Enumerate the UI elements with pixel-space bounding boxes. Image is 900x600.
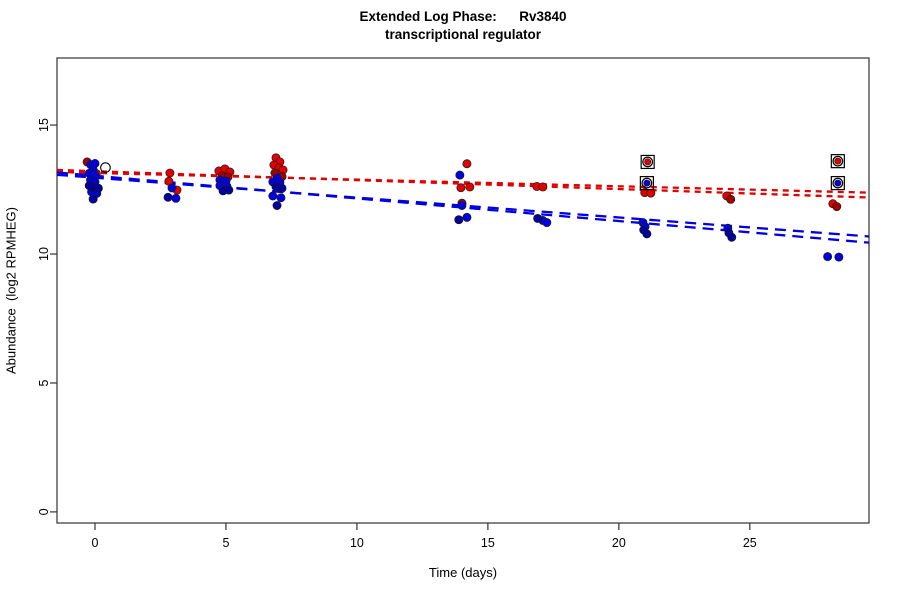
outlier-data-point xyxy=(834,157,842,165)
darkblue-data-point xyxy=(88,194,98,204)
darkblue-data-point xyxy=(454,215,464,225)
x-tick-label: 0 xyxy=(92,536,99,550)
outlier-square-marker xyxy=(640,154,655,170)
darkblue-data-point xyxy=(224,185,234,195)
x-tick-label: 20 xyxy=(612,536,626,550)
darkred-data-point xyxy=(832,202,842,212)
outlier-square-marker xyxy=(639,175,654,191)
outlier-circle-marker xyxy=(832,177,844,189)
blue-data-point xyxy=(455,170,465,180)
plot-box xyxy=(56,57,870,524)
chart-title-line2: transcriptional regulator xyxy=(384,27,542,42)
outlier-data-point xyxy=(834,179,842,187)
red-data-point xyxy=(538,182,548,192)
x-tick-label: 10 xyxy=(350,536,364,550)
red-data-point xyxy=(165,168,175,178)
outlier-circle-marker xyxy=(642,156,654,168)
x-tick-label: 15 xyxy=(481,536,495,550)
darkblue-data-point xyxy=(642,229,652,239)
blue-trend-2 xyxy=(56,173,870,238)
blue-data-point xyxy=(542,218,552,227)
outlier-square-marker xyxy=(830,154,845,169)
y-tick-label: 10 xyxy=(37,247,51,261)
x-tick-label: 5 xyxy=(222,536,229,550)
darkblue-data-point xyxy=(93,183,103,193)
red-data-point xyxy=(465,182,475,192)
blue-data-point xyxy=(268,191,278,201)
blue-data-point xyxy=(276,193,286,203)
red-trend-2 xyxy=(56,168,870,199)
x-axis-label: Time (days) xyxy=(428,565,498,580)
outlier-circle-marker xyxy=(832,155,844,167)
blue-data-point xyxy=(167,183,177,193)
red-data-point xyxy=(462,159,472,169)
red-data-point xyxy=(456,183,466,193)
outlier-data-point xyxy=(643,179,651,187)
blue-data-point xyxy=(823,252,833,262)
y-tick-label: 0 xyxy=(37,508,51,515)
darkblue-data-point xyxy=(727,232,737,242)
outlier-circle-marker xyxy=(641,177,653,189)
blue-data-point xyxy=(457,201,467,210)
chart-title-line1: Extended Log Phase: Rv3840 xyxy=(359,9,567,24)
red-data-point xyxy=(646,188,656,198)
chart-title: Extended Log Phase: Rv3840 transcription… xyxy=(57,8,869,44)
open-circle-marker xyxy=(100,162,111,173)
blue-data-point xyxy=(462,212,472,222)
x-tick-label: 25 xyxy=(743,536,757,550)
darkred-data-point xyxy=(726,194,736,204)
y-tick-label: 15 xyxy=(37,118,51,132)
blue-data-point xyxy=(171,193,181,203)
darkblue-data-point xyxy=(272,201,282,210)
darkblue-data-point xyxy=(277,183,287,193)
blue-data-point xyxy=(834,252,844,262)
outlier-data-point xyxy=(644,158,652,166)
darkblue-data-point xyxy=(163,192,173,202)
outlier-square-marker xyxy=(830,175,845,191)
y-tick-label: 5 xyxy=(37,379,51,386)
darkblue-data-point xyxy=(533,213,543,223)
